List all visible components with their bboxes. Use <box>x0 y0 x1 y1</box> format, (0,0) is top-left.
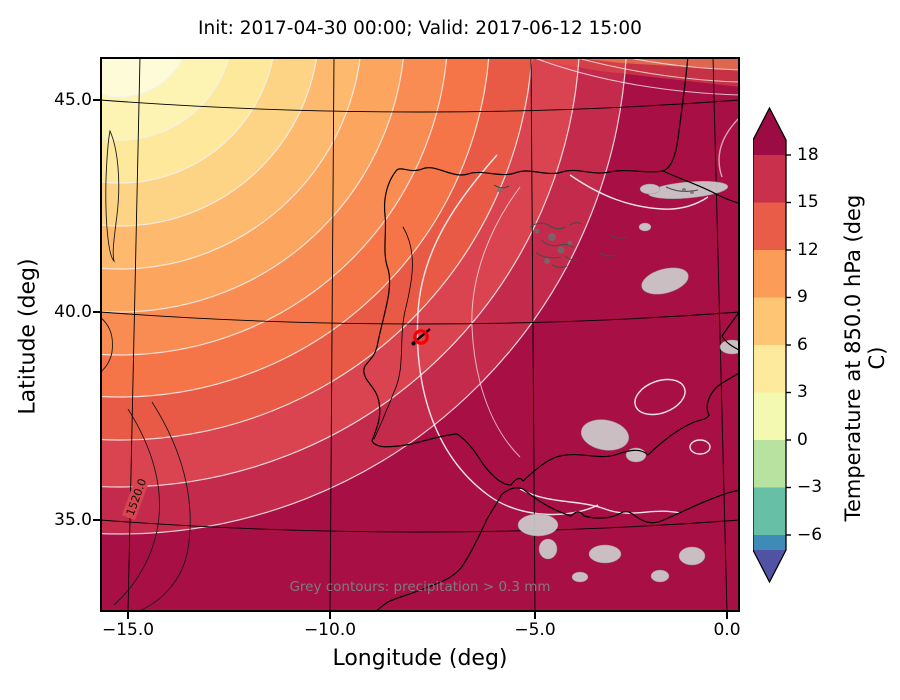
x-tick-label: 0.0 <box>713 620 741 640</box>
map-svg: 1520.0 Grey contours: precipitation > 0.… <box>0 0 745 614</box>
height-contours <box>99 129 191 614</box>
axes-frame <box>100 57 740 612</box>
colorbar-tick-label: 6 <box>797 335 808 355</box>
colorbar-tick-label: 3 <box>797 382 808 402</box>
y-tick-label: 35.0 <box>54 510 92 530</box>
colorbar-arrow-top <box>753 108 786 140</box>
x-axis-label: Longitude (deg) <box>332 646 508 671</box>
colorbar-band <box>753 250 786 298</box>
y-tick-label: 45.0 <box>54 90 92 110</box>
colorbar-tick-label: 18 <box>797 145 819 165</box>
top-edge-cool-band2 <box>570 57 740 70</box>
plot-title: Init: 2017-04-30 00:00; Valid: 2017-06-1… <box>198 18 642 39</box>
colorbar-tick-label: 12 <box>797 240 819 260</box>
colorbar-svg <box>752 106 791 584</box>
x-tick-label: −15.0 <box>101 620 155 640</box>
colorbar-band <box>753 297 786 345</box>
colorbar-tick-label: 9 <box>797 287 808 307</box>
colorbar-band <box>753 202 786 250</box>
coastlines <box>363 55 742 614</box>
colorbar <box>752 103 795 585</box>
x-tick <box>534 612 536 619</box>
x-tick <box>726 612 728 619</box>
x-tick <box>329 612 331 619</box>
contour-label-bg <box>121 473 151 521</box>
x-tick-label: −5.0 <box>514 620 556 640</box>
colorbar-tick-label: 15 <box>797 192 819 212</box>
temperature-fill <box>100 57 740 612</box>
station-marker <box>411 328 431 346</box>
colorbar-band <box>753 440 786 488</box>
y-tick-label: 40.0 <box>54 302 92 322</box>
precipitation-cores <box>497 187 694 264</box>
colorbar-arrow-bottom <box>753 550 786 582</box>
y-tick <box>93 519 100 521</box>
map-plot-area: 1520.0 Grey contours: precipitation > 0.… <box>0 0 745 614</box>
x-tick-label: −10.0 <box>303 620 357 640</box>
white-contours-iberia <box>416 56 741 516</box>
precipitation-patches <box>517 181 745 583</box>
colorbar-band <box>753 487 786 535</box>
colorbar-band <box>753 345 786 393</box>
colorbar-ticks <box>786 154 791 536</box>
colorbar-band <box>753 155 786 203</box>
colorbar-band <box>753 140 786 155</box>
colorbar-tick-label: −6 <box>797 525 823 545</box>
colorbar-band <box>753 535 786 550</box>
precip-note: Grey contours: precipitation > 0.3 mm <box>289 579 550 595</box>
colorbar-tick-label: 0 <box>797 430 808 450</box>
precipitation-contours <box>493 184 699 268</box>
y-tick <box>93 311 100 313</box>
colorbar-tick-label: −3 <box>797 477 823 497</box>
x-tick <box>127 612 129 619</box>
colorbar-label: Temperature at 850.0 hPa (deg C) <box>841 194 889 522</box>
colorbar-band <box>753 392 786 440</box>
y-tick <box>93 99 100 101</box>
y-axis-label: Latitude (deg) <box>15 258 41 415</box>
colorbar-outline <box>752 106 787 584</box>
